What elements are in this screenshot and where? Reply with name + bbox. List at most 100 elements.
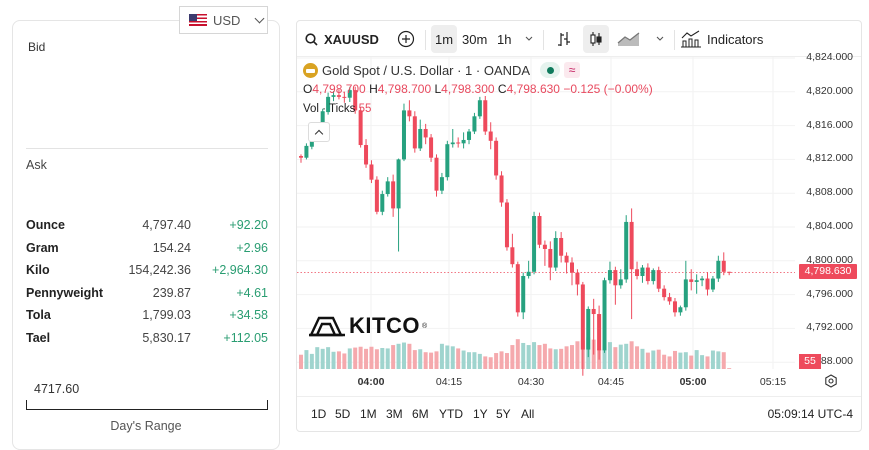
unit-name: Tola [26, 308, 51, 323]
search-icon [305, 32, 318, 46]
close-label: C [497, 82, 507, 96]
unit-price: 5,830.17 [142, 330, 191, 345]
unit-row: Gram 154.24 +2.96 [26, 237, 268, 260]
low-label: L [434, 82, 442, 96]
chevron-down-icon [656, 36, 664, 41]
plus-circle-icon [397, 30, 415, 48]
price-axis-label: 4,804.000 [806, 220, 853, 232]
range-3m[interactable]: 3M [386, 407, 403, 421]
unit-name: Ounce [26, 218, 65, 233]
price-axis-label: 4,800.000 [806, 253, 853, 266]
chart-settings-icon[interactable] [824, 374, 838, 388]
high-label: H [369, 82, 378, 96]
ohlc-values: O4,798.700 H4,798.700 L4,798.300 C4,798.… [303, 82, 653, 96]
area-chart-icon [617, 32, 640, 46]
unit-name: Gram [26, 240, 59, 255]
unit-row: Tael 5,830.17 +112.05 [26, 327, 268, 350]
chart-clock: 05:09:14 UTC-4 [767, 407, 853, 421]
price-axis-label: 4,796.000 [806, 287, 853, 300]
time-axis-label: 05:15 [759, 376, 787, 388]
range-1d[interactable]: 1D [311, 407, 327, 421]
toolbar-separator [543, 30, 544, 50]
bid-label: Bid [28, 40, 46, 54]
timeframe-1h[interactable]: 1h [497, 31, 512, 47]
unit-price: 1,799.03 [142, 308, 191, 323]
range-5d[interactable]: 5D [335, 407, 351, 421]
bars-icon [558, 32, 570, 46]
price-axis-label: 4,812.000 [806, 152, 853, 165]
price-axis-label: 4,820.000 [806, 84, 853, 97]
legend-title: Gold Spot / U.S. Dollar · 1 · OANDA [322, 62, 531, 78]
range-ytd[interactable]: YTD [439, 407, 463, 421]
unit-change: +2.96 [236, 240, 268, 255]
volume-value: 55 [358, 103, 372, 115]
unit-price-table: Ounce 4,797.40 +92.20 Gram 154.24 +2.96 … [26, 214, 268, 349]
unit-price: 154,242.36 [128, 263, 191, 278]
time-axis-label: 04:15 [435, 376, 463, 388]
last-price-tag: 4,798.630 [799, 264, 857, 280]
range-1y[interactable]: 1Y [473, 407, 488, 421]
day-range-low: 4717.60 [34, 382, 80, 396]
unit-name: Kilo [26, 263, 50, 278]
range-bar: 1D 5D 1M 3M 6M YTD 1Y 5Y All 05:09:14 UT… [297, 396, 861, 431]
open-label: O [303, 82, 313, 96]
candlestick-icon [590, 32, 602, 46]
registered-mark: ® [421, 322, 428, 330]
volume-legend: Vol · Ticks 55 [303, 103, 371, 115]
indicators-icon [681, 30, 701, 48]
high-value: 4,798.700 [377, 82, 432, 96]
kitco-watermark: KITCO ® [309, 313, 427, 339]
range-5y[interactable]: 5Y [496, 407, 511, 421]
unit-name: Pennyweight [26, 285, 104, 300]
indicators-button[interactable]: Indicators [681, 25, 763, 53]
bar-style-button[interactable] [551, 25, 577, 53]
ask-label: Ask [26, 158, 47, 172]
kitco-logo-icon [309, 316, 345, 337]
range-6m[interactable]: 6M [412, 407, 429, 421]
currency-select[interactable]: USD [179, 6, 268, 34]
chevron-up-icon [314, 129, 324, 138]
range-all[interactable]: All [521, 407, 535, 421]
range-tick-left [26, 400, 27, 410]
unit-change: +92.20 [229, 218, 268, 233]
day-range-bar [26, 409, 268, 410]
chart-legend: Gold Spot / U.S. Dollar · 1 · OANDA ≈ [303, 62, 581, 78]
indicators-label: Indicators [707, 31, 764, 47]
open-value: 4,798.700 [312, 82, 366, 96]
close-value: 4,798.630 [506, 82, 560, 96]
unit-name: Tael [26, 330, 51, 345]
unit-row: Pennyweight 239.87 +4.61 [26, 282, 268, 305]
last-volume-tag: 55 [799, 354, 821, 370]
price-axis-label: 88.000 [820, 355, 853, 368]
gold-icon [303, 62, 318, 78]
us-flag-icon [189, 14, 207, 26]
timeframe-1m[interactable]: 1m [431, 25, 458, 53]
range-tick-right [267, 400, 268, 410]
collapse-legend-button[interactable] [308, 122, 330, 142]
range-1m[interactable]: 1M [360, 407, 377, 421]
timeframe-30m[interactable]: 30m [462, 31, 488, 47]
candlestick-chart[interactable] [297, 57, 862, 393]
approx-icon: ≈ [564, 62, 581, 78]
price-axis-label: 4,816.000 [806, 118, 853, 131]
price-axis-label: 4,808.000 [806, 186, 853, 199]
unit-row: Tola 1,799.03 +34.58 [26, 304, 268, 327]
volume-label: Vol · Ticks [303, 103, 356, 115]
unit-change: +4.61 [236, 285, 268, 300]
chart-type-dropdown[interactable] [647, 25, 673, 53]
low-value: 4,798.300 [441, 82, 495, 96]
symbol-search-button[interactable]: XAUUSD [305, 25, 379, 53]
divider [26, 148, 268, 149]
unit-price: 4,797.40 [142, 218, 191, 233]
currency-code: USD [213, 12, 241, 28]
unit-change: +34.58 [229, 308, 268, 323]
toolbar-separator [674, 30, 675, 50]
unit-row: Ounce 4,797.40 +92.20 [26, 214, 268, 237]
timeframe-dropdown[interactable] [516, 25, 542, 53]
compare-add-button[interactable] [394, 25, 418, 53]
area-style-button[interactable] [616, 25, 642, 53]
candle-style-button[interactable] [583, 25, 609, 53]
chart-toolbar: XAUUSD 1m 30m 1h Indicators [297, 21, 861, 57]
unit-price: 239.87 [152, 285, 191, 300]
chart-panel: XAUUSD 1m 30m 1h Indicators [296, 20, 862, 432]
